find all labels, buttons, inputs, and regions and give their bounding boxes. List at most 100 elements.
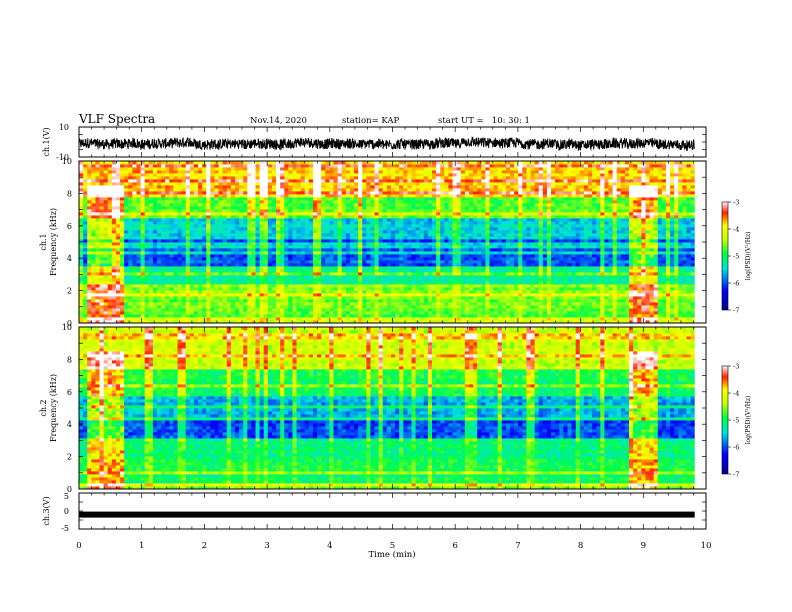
spectrogram-cell bbox=[460, 317, 466, 321]
spectrogram-cell bbox=[661, 251, 667, 255]
spectrogram-cell bbox=[107, 251, 113, 255]
spectrogram-cell bbox=[641, 311, 646, 315]
spectrogram-cell bbox=[559, 278, 564, 282]
spectrogram-cell bbox=[641, 248, 646, 252]
spectrogram-cell bbox=[518, 281, 523, 285]
spectrogram-cell bbox=[641, 251, 646, 255]
spectrogram-cell bbox=[243, 314, 248, 318]
spectrogram-cell bbox=[341, 308, 347, 312]
spectrogram-cell bbox=[169, 245, 174, 249]
spectrogram-cell bbox=[624, 305, 630, 309]
spectrogram-cell bbox=[308, 293, 314, 297]
spectrogram-cell bbox=[210, 257, 215, 261]
spectrogram-cell bbox=[657, 242, 663, 246]
spectrogram-cell bbox=[214, 248, 219, 252]
spectrogram-cell bbox=[567, 299, 572, 303]
spectrogram-cell bbox=[308, 242, 314, 246]
spectrogram-cell bbox=[526, 284, 531, 288]
spectrogram-cell bbox=[79, 284, 84, 288]
spectrogram-cell bbox=[169, 263, 174, 267]
spectrogram-cell bbox=[399, 245, 404, 249]
spectrogram-cell bbox=[173, 236, 178, 240]
spectrogram-cell bbox=[276, 269, 281, 273]
spectrogram-cell bbox=[551, 311, 556, 315]
spectrogram-cell bbox=[620, 311, 626, 315]
spectrogram-cell bbox=[140, 293, 146, 297]
spectrogram-cell bbox=[79, 287, 84, 291]
spectrogram-cell bbox=[234, 269, 240, 273]
spectrogram-cell bbox=[399, 230, 404, 234]
spectrogram-cell bbox=[354, 254, 359, 258]
spectrogram-cell bbox=[206, 281, 211, 285]
spectrogram-cell bbox=[337, 239, 343, 243]
spectrogram-cell bbox=[497, 278, 503, 282]
spectrogram-cell bbox=[263, 305, 269, 309]
spectrogram-cell bbox=[555, 302, 560, 306]
spectrogram-cell bbox=[641, 305, 646, 309]
spectrogram-cell bbox=[604, 308, 609, 312]
spectrogram-cell bbox=[534, 317, 540, 321]
spectrogram-cell bbox=[551, 257, 556, 261]
spectrogram-cell bbox=[124, 272, 129, 276]
spectrogram-cell bbox=[169, 227, 174, 231]
spectrogram-cell bbox=[510, 311, 515, 315]
spectrogram-cell bbox=[460, 227, 466, 231]
spectrogram-cell bbox=[464, 251, 470, 255]
spectrogram-cell bbox=[259, 233, 265, 237]
spectrogram-cell bbox=[575, 287, 581, 291]
spectrogram-cell bbox=[300, 257, 306, 261]
spectrogram-cell bbox=[415, 296, 421, 300]
spectrogram-cell bbox=[120, 242, 125, 246]
spectrogram-cell bbox=[206, 266, 211, 270]
spectrogram-cell bbox=[374, 245, 380, 249]
spectrogram-cell bbox=[587, 230, 593, 234]
spectrogram-cell bbox=[645, 227, 650, 231]
spectrogram-cell bbox=[317, 230, 322, 234]
spectrogram-cell bbox=[411, 239, 416, 243]
spectrogram-cell bbox=[152, 254, 158, 258]
spectrogram-cell bbox=[452, 248, 458, 252]
spectrogram-cell bbox=[497, 269, 503, 273]
spectrogram-cell bbox=[251, 302, 256, 306]
spectrogram-cell bbox=[370, 305, 375, 309]
spectrogram-cell bbox=[600, 233, 605, 237]
spectrogram-cell bbox=[563, 278, 568, 282]
spectrogram-cell bbox=[296, 293, 302, 297]
spectrogram-cell bbox=[267, 269, 273, 273]
spectrogram-cell bbox=[468, 284, 474, 288]
spectrogram-cell bbox=[477, 314, 482, 318]
spectrogram-cell bbox=[210, 233, 215, 237]
spectrogram-cell bbox=[230, 314, 236, 318]
spectrogram-cell bbox=[612, 293, 618, 297]
spectrogram-cell bbox=[493, 254, 499, 258]
spectrogram-cell bbox=[395, 302, 400, 306]
spectrogram-cell bbox=[95, 296, 100, 300]
spectrogram-cell bbox=[144, 299, 150, 303]
spectrogram-cell bbox=[202, 263, 207, 267]
spectrogram-cell bbox=[111, 305, 117, 309]
spectrogram-cell bbox=[124, 320, 129, 324]
spectrogram-cell bbox=[341, 302, 347, 306]
spectrogram-cell bbox=[284, 287, 289, 291]
spectrogram-cell bbox=[575, 320, 581, 324]
spectrogram-cell bbox=[148, 308, 154, 312]
spectrogram-cell bbox=[432, 293, 437, 297]
spectrogram-cell bbox=[477, 251, 482, 255]
spectrogram-cell bbox=[555, 254, 560, 258]
spectrogram-cell bbox=[579, 311, 585, 315]
spectrogram-cell bbox=[263, 320, 269, 324]
spectrogram-cell bbox=[255, 299, 260, 303]
spectrogram-cell bbox=[345, 287, 351, 291]
spectrogram-cell bbox=[637, 275, 642, 279]
spectrogram-cell bbox=[87, 248, 92, 252]
spectrogram-cell bbox=[395, 260, 400, 264]
spectrogram-cell bbox=[432, 308, 437, 312]
spectrogram-cell bbox=[312, 296, 318, 300]
spectrogram-cell bbox=[128, 254, 133, 258]
spectrogram-cell bbox=[432, 320, 437, 324]
spectrogram-cell bbox=[206, 227, 211, 231]
spectrogram-cell bbox=[419, 302, 425, 306]
spectrogram-cell bbox=[624, 251, 630, 255]
spectrogram-cell bbox=[477, 242, 482, 246]
spectrogram-cell bbox=[193, 248, 199, 252]
